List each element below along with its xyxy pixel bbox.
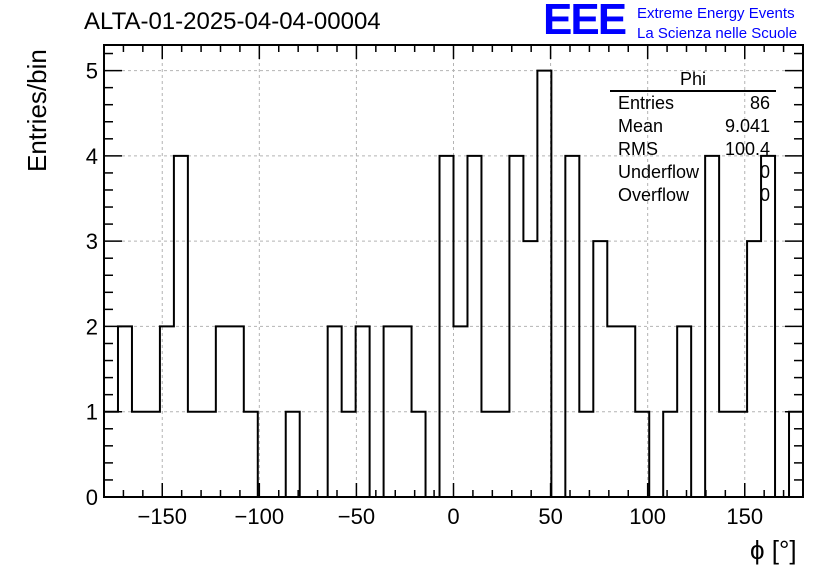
histogram-bar <box>384 326 398 497</box>
y-tick-label: 4 <box>86 144 98 169</box>
histogram-bar <box>593 241 607 497</box>
histogram-bar <box>719 412 733 497</box>
stats-value: 0 <box>759 185 770 205</box>
stats-label: Overflow <box>618 185 690 205</box>
histogram-bar <box>188 412 202 497</box>
x-axis-label: ϕ [°] <box>750 535 797 565</box>
stats-title: Phi <box>610 68 776 92</box>
stats-value: 9.041 <box>724 116 770 136</box>
histogram-line <box>104 69 803 498</box>
histogram-bar <box>342 412 356 497</box>
stats-row-entries: Entries 86 <box>610 92 776 115</box>
x-tick-label: 50 <box>538 504 562 529</box>
histogram-bar <box>663 412 677 497</box>
x-tick-label: −150 <box>137 504 187 529</box>
chart-title: ALTA-01-2025-04-04-00004 <box>84 8 381 35</box>
histogram-bar <box>412 412 426 497</box>
eee-logo: EEE <box>543 0 627 44</box>
x-tick-label: 150 <box>726 504 763 529</box>
histogram-bar <box>104 412 118 497</box>
x-tick-label: 100 <box>629 504 666 529</box>
histogram-bar <box>747 241 761 497</box>
stats-label: Mean <box>618 116 664 136</box>
histogram-bar <box>537 71 551 497</box>
histogram-bar <box>132 412 146 497</box>
histogram-bar <box>523 241 537 497</box>
x-tick-label: 0 <box>447 504 459 529</box>
stats-label: Entries <box>618 93 675 113</box>
histogram-bar <box>202 412 216 497</box>
histogram-bar <box>579 412 593 497</box>
histogram-bar <box>174 156 188 497</box>
stats-value: 0 <box>759 162 770 182</box>
stats-label: RMS <box>618 139 658 159</box>
stats-row-underflow: Underflow 0 <box>610 161 776 184</box>
histogram-bar <box>495 412 509 497</box>
histogram-bar <box>509 156 523 497</box>
stats-value: 86 <box>749 93 770 113</box>
histogram-bar <box>216 326 230 497</box>
y-tick-label: 2 <box>86 314 98 339</box>
histogram-bar <box>789 412 803 497</box>
stats-row-rms: RMS 100.4 <box>610 138 776 161</box>
histogram-bar <box>481 412 495 497</box>
stats-row-mean: Mean 9.041 <box>610 115 776 138</box>
histogram-bar <box>244 412 258 497</box>
y-tick-label: 3 <box>86 229 98 254</box>
y-tick-label: 5 <box>86 59 98 84</box>
histogram-bar <box>146 412 160 497</box>
stats-row-overflow: Overflow 0 <box>610 184 776 207</box>
x-tick-label: −50 <box>338 504 375 529</box>
stats-box: Phi Entries 86 Mean 9.041 RMS 100.4 Unde… <box>610 68 776 207</box>
logo-subtitle-1: Extreme Energy Events <box>637 5 795 22</box>
logo-subtitle-2: La Scienza nelle Scuole <box>637 25 798 42</box>
stats-value: 100.4 <box>724 139 770 159</box>
histogram-bar <box>286 412 300 497</box>
stats-label: Underflow <box>618 162 700 182</box>
histogram-bar <box>677 326 691 497</box>
histogram-bar <box>467 156 481 497</box>
x-tick-label: −100 <box>235 504 285 529</box>
y-tick-label: 1 <box>86 400 98 425</box>
y-tick-label: 0 <box>86 485 98 510</box>
